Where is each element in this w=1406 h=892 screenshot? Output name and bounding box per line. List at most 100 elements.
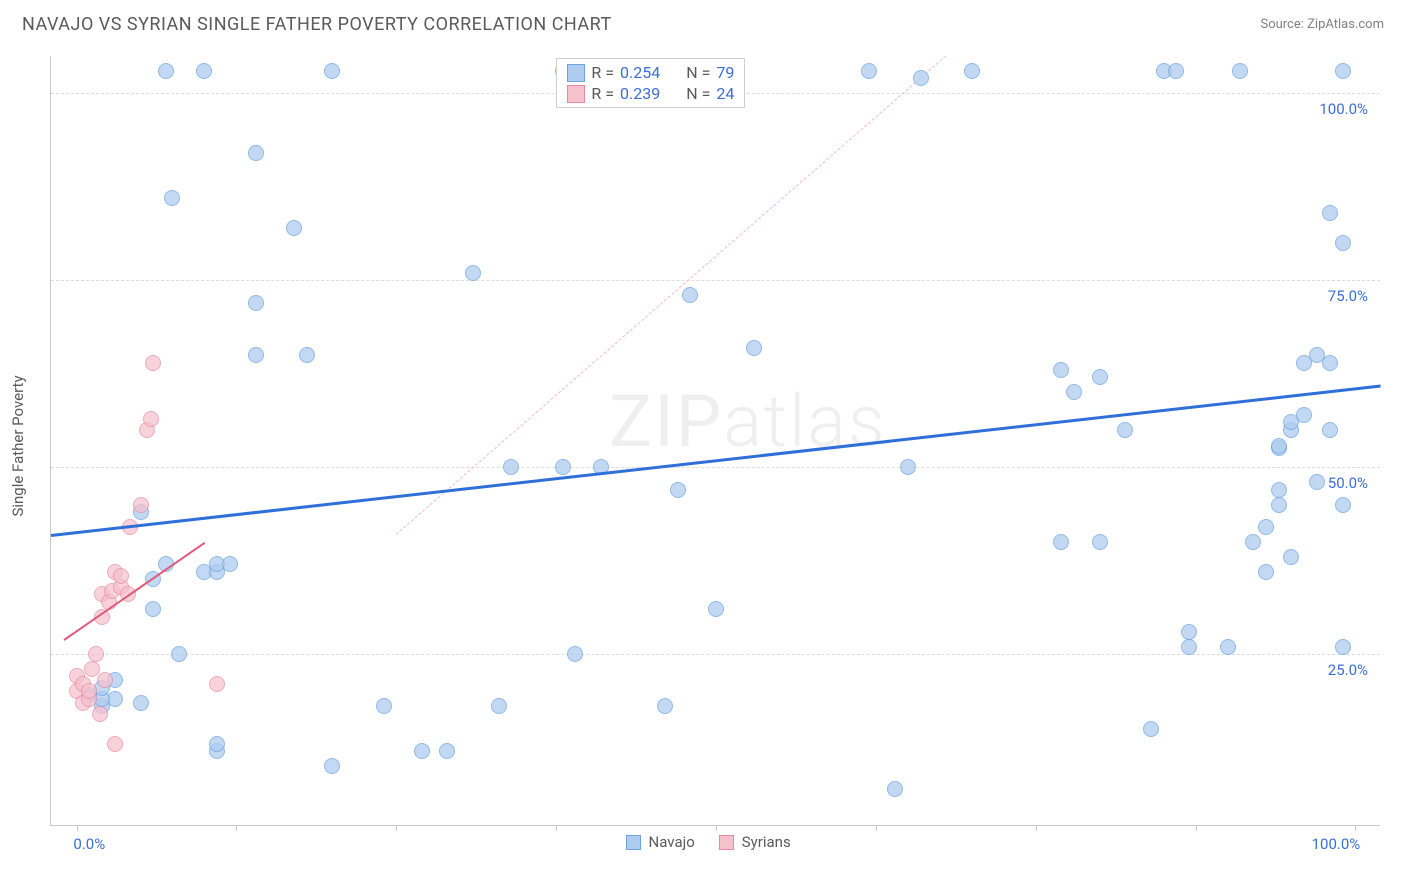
n-value: 79: [716, 63, 734, 82]
n-label: N =: [686, 63, 710, 82]
data-point-navajo: [248, 295, 264, 311]
y-axis-title: Single Father Poverty: [9, 375, 27, 516]
y-tick-label: 25.0%: [1328, 661, 1368, 679]
data-point-navajo: [1335, 63, 1351, 79]
x-tick: [556, 825, 557, 831]
data-point-navajo: [196, 63, 212, 79]
y-tick-label: 100.0%: [1319, 100, 1368, 118]
data-point-navajo: [1143, 721, 1159, 737]
series-legend-item: Navajo: [626, 833, 695, 851]
data-point-navajo: [1117, 422, 1133, 438]
r-label: R =: [591, 84, 614, 103]
data-point-navajo: [1066, 384, 1082, 400]
data-point-navajo: [164, 190, 180, 206]
data-point-navajo: [1322, 355, 1338, 371]
data-point-navajo: [1296, 407, 1312, 423]
data-point-syrians: [143, 411, 159, 427]
data-point-navajo: [708, 601, 724, 617]
correlation-legend: R = 0.254 N = 79 R = 0.239N = 24: [556, 58, 745, 108]
data-point-syrians: [107, 736, 123, 752]
data-point-navajo: [1283, 549, 1299, 565]
x-tick-label: 0.0%: [73, 835, 105, 853]
data-point-navajo: [1335, 497, 1351, 513]
legend-swatch: [719, 835, 734, 850]
data-point-syrians: [145, 355, 161, 371]
data-point-navajo: [324, 758, 340, 774]
r-value: 0.254: [620, 63, 660, 82]
data-point-navajo: [465, 265, 481, 281]
legend-swatch: [567, 64, 585, 82]
data-point-navajo: [1322, 205, 1338, 221]
data-point-navajo: [133, 695, 149, 711]
data-point-navajo: [503, 459, 519, 475]
source-prefix: Source:: [1260, 17, 1307, 32]
data-point-navajo: [1245, 534, 1261, 550]
series-legend-item: Syrians: [719, 833, 791, 851]
data-point-navajo: [1220, 639, 1236, 655]
source-attribution: Source: ZipAtlas.com: [1260, 17, 1384, 32]
data-point-navajo: [555, 459, 571, 475]
x-tick-label: 100.0%: [1312, 835, 1361, 853]
r-label: R =: [591, 63, 614, 82]
data-point-navajo: [1053, 362, 1069, 378]
data-point-navajo: [1181, 624, 1197, 640]
data-point-navajo: [158, 63, 174, 79]
correlation-legend-row: R = 0.254 N = 79: [567, 63, 734, 82]
watermark-strong: ZIP: [609, 379, 723, 464]
r-value: 0.239: [620, 84, 660, 103]
data-point-navajo: [286, 220, 302, 236]
series-legend: Navajo Syrians: [626, 833, 791, 851]
data-point-navajo: [887, 781, 903, 797]
x-tick: [1036, 825, 1037, 831]
n-value: 24: [716, 84, 734, 103]
x-tick: [716, 825, 717, 831]
data-point-navajo: [376, 698, 392, 714]
data-point-navajo: [746, 340, 762, 356]
data-point-navajo: [1181, 639, 1197, 655]
trend-line: [63, 542, 205, 641]
data-point-navajo: [299, 347, 315, 363]
data-point-syrians: [92, 706, 108, 722]
data-point-navajo: [913, 70, 929, 86]
gridline-h: [51, 654, 1380, 655]
data-point-navajo: [414, 743, 430, 759]
data-point-syrians: [81, 683, 97, 699]
data-point-navajo: [567, 646, 583, 662]
data-point-navajo: [682, 287, 698, 303]
watermark: ZIPatlas: [609, 379, 886, 464]
data-point-syrians: [88, 646, 104, 662]
data-point-navajo: [1271, 438, 1287, 454]
x-tick: [876, 825, 877, 831]
data-point-navajo: [491, 698, 507, 714]
data-point-navajo: [1258, 564, 1274, 580]
data-point-navajo: [1309, 474, 1325, 490]
legend-swatch: [626, 835, 641, 850]
data-point-navajo: [1322, 422, 1338, 438]
source-name: ZipAtlas.com: [1307, 17, 1384, 32]
data-point-navajo: [171, 646, 187, 662]
data-point-navajo: [900, 459, 916, 475]
header: NAVAJO VS SYRIAN SINGLE FATHER POVERTY C…: [0, 0, 1406, 43]
data-point-navajo: [657, 698, 673, 714]
x-tick: [396, 825, 397, 831]
data-point-navajo: [248, 347, 264, 363]
data-point-navajo: [324, 63, 340, 79]
data-point-navajo: [1271, 482, 1287, 498]
correlation-legend-row: R = 0.239N = 24: [567, 84, 734, 103]
chart-title: NAVAJO VS SYRIAN SINGLE FATHER POVERTY C…: [22, 14, 612, 35]
data-point-navajo: [670, 482, 686, 498]
data-point-syrians: [209, 676, 225, 692]
data-point-syrians: [133, 497, 149, 513]
x-tick: [236, 825, 237, 831]
data-point-navajo: [964, 63, 980, 79]
scatter-chart: ZIPatlas 25.0%50.0%75.0%100.0%0.0%100.0%…: [50, 56, 1380, 826]
data-point-navajo: [1335, 639, 1351, 655]
data-point-navajo: [248, 145, 264, 161]
x-tick: [1355, 825, 1356, 831]
data-point-navajo: [861, 63, 877, 79]
series-label: Syrians: [742, 833, 791, 851]
data-point-navajo: [439, 743, 455, 759]
data-point-navajo: [1335, 235, 1351, 251]
gridline-h: [51, 467, 1380, 468]
data-point-navajo: [1053, 534, 1069, 550]
